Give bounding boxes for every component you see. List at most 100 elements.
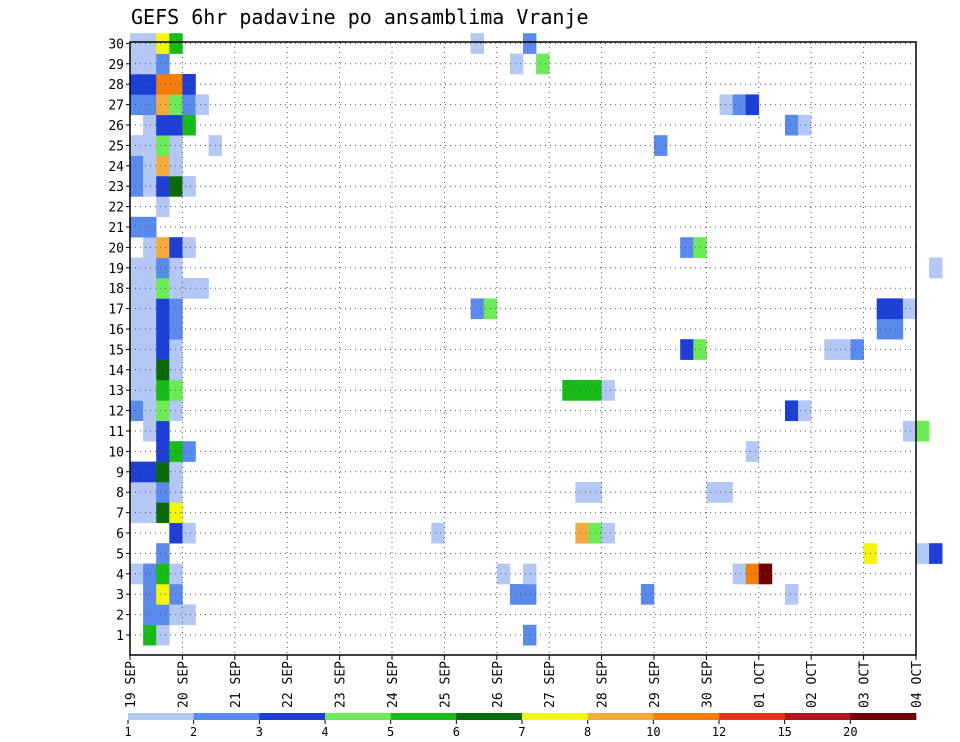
precip-cell	[156, 318, 170, 340]
precip-cell	[916, 543, 930, 564]
x-tick-label: 28 SEP	[596, 661, 611, 708]
precip-cell	[182, 604, 196, 626]
precip-cell	[523, 624, 537, 646]
precip-cell	[156, 420, 170, 442]
precip-cell	[732, 94, 746, 116]
precip-cell	[156, 543, 170, 564]
legend-label: 6	[453, 725, 460, 739]
legend-swatch	[128, 713, 194, 720]
precip-cell	[470, 33, 484, 54]
precip-cell	[143, 563, 157, 585]
y-tick-label: 17	[108, 303, 124, 318]
precip-cell	[130, 482, 144, 503]
precip-cell	[929, 257, 943, 279]
precip-cell	[143, 155, 157, 177]
legend-swatch	[456, 713, 523, 720]
precip-cell	[143, 400, 157, 422]
precip-cell	[156, 359, 170, 381]
legend-label: 7	[518, 725, 525, 739]
precip-cell	[130, 74, 144, 95]
precip-cell	[156, 584, 170, 605]
precip-cell	[156, 502, 170, 524]
precip-cell	[130, 33, 144, 54]
precip-cell	[706, 482, 720, 503]
y-tick-label: 13	[108, 384, 124, 399]
precip-cell	[156, 278, 170, 299]
precip-cell	[680, 237, 694, 258]
y-tick-label: 19	[108, 262, 124, 277]
precip-cell	[902, 298, 917, 320]
legend-swatch	[325, 713, 391, 720]
precip-cell	[156, 380, 170, 401]
y-tick-label: 26	[108, 119, 124, 134]
x-tick-label: 27 SEP	[543, 661, 558, 708]
precip-cell	[143, 604, 157, 626]
legend-label: 1	[124, 725, 131, 739]
precip-cell	[130, 53, 144, 75]
chart-title: GEFS 6hr padavine po ansamblima Vranje	[131, 5, 589, 29]
precip-cell	[509, 584, 524, 605]
precip-cell	[876, 318, 891, 340]
precip-cell	[130, 359, 144, 381]
y-tick-label: 23	[108, 180, 124, 195]
x-tick-label: 29 SEP	[648, 661, 663, 708]
precip-cell	[130, 94, 144, 116]
y-tick-label: 14	[108, 364, 124, 379]
y-tick-label: 29	[108, 58, 124, 73]
legend-label: 2	[190, 725, 197, 739]
legend-swatch	[259, 713, 326, 720]
precip-cell	[130, 563, 144, 585]
precip-cell	[143, 359, 157, 381]
y-tick-label: 16	[108, 323, 124, 338]
precip-cell	[156, 441, 170, 462]
y-tick-label: 12	[108, 405, 124, 420]
precip-cell	[902, 420, 917, 442]
precip-cell	[143, 502, 157, 524]
precip-cell	[785, 114, 799, 136]
precip-cell	[156, 114, 170, 136]
legend-swatch	[390, 713, 457, 720]
legend-label: 12	[712, 725, 726, 739]
precip-cell	[143, 380, 157, 401]
y-tick-label: 20	[108, 241, 124, 256]
legend-label: 3	[256, 725, 263, 739]
precip-cell	[143, 33, 157, 54]
precip-cell	[509, 53, 524, 75]
x-tick-label: 01 OCT	[753, 661, 768, 708]
precip-cell	[143, 482, 157, 503]
precip-cell	[130, 176, 144, 197]
precip-cell	[130, 216, 144, 238]
y-tick-label: 11	[108, 425, 124, 440]
legend-label: 5	[387, 725, 394, 739]
precip-cell	[601, 380, 615, 401]
y-tick-label: 21	[108, 221, 124, 236]
precip-cell	[130, 155, 144, 177]
legend-swatch	[587, 713, 654, 720]
y-tick-label: 7	[116, 507, 124, 522]
precip-cell	[143, 298, 157, 320]
precip-cell	[143, 53, 157, 75]
precip-cell	[156, 604, 170, 626]
x-tick-label: 23 SEP	[334, 661, 349, 708]
precip-cell	[156, 135, 170, 156]
legend-label: 20	[843, 725, 857, 739]
precip-cell	[143, 278, 157, 299]
legend-swatch	[719, 713, 785, 720]
precip-cell	[156, 155, 170, 177]
precip-cell	[156, 339, 170, 360]
precip-cell	[195, 278, 209, 299]
y-tick-label: 6	[116, 527, 124, 542]
precip-cell	[496, 563, 511, 585]
x-tick-label: 03 OCT	[858, 661, 873, 708]
precip-cell	[143, 257, 157, 279]
y-tick-label: 4	[116, 568, 124, 583]
precip-cell	[130, 257, 144, 279]
legend-label: 10	[646, 725, 660, 739]
x-tick-label: 20 SEP	[176, 661, 191, 708]
precip-cell	[640, 584, 655, 605]
precip-cell	[143, 114, 157, 136]
precip-cell	[575, 482, 589, 503]
precip-cell	[601, 522, 615, 544]
x-tick-label: 04 OCT	[910, 661, 925, 708]
